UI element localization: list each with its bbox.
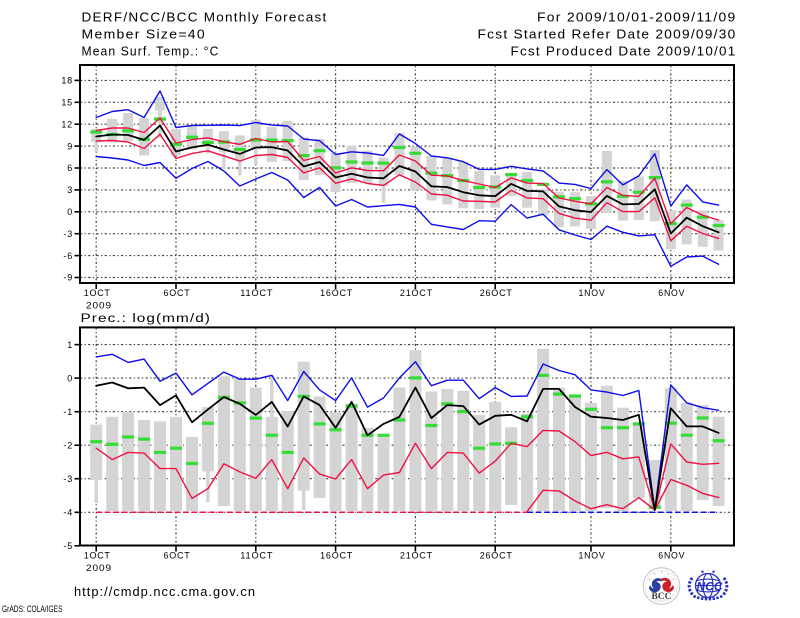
svg-text:DERF/NCC/BCC Monthly Forecast: DERF/NCC/BCC Monthly Forecast	[82, 10, 328, 25]
svg-text:6OCT: 6OCT	[164, 288, 191, 298]
svg-text:For 2009/10/01-2009/11/09: For 2009/10/01-2009/11/09	[537, 10, 737, 25]
svg-text:26OCT: 26OCT	[480, 551, 513, 561]
svg-text:6: 6	[67, 163, 73, 173]
svg-text:21OCT: 21OCT	[400, 551, 433, 561]
svg-text:BCC: BCC	[651, 592, 671, 602]
svg-text:-3: -3	[63, 474, 73, 484]
svg-text:18: 18	[61, 76, 73, 86]
svg-text:21OCT: 21OCT	[400, 288, 433, 298]
svg-text:Fcst Started Refer Date 2009/0: Fcst Started Refer Date 2009/09/30	[478, 27, 737, 42]
svg-text:1: 1	[67, 340, 73, 350]
svg-text:16OCT: 16OCT	[320, 288, 353, 298]
svg-text:0: 0	[67, 207, 73, 217]
svg-text:1NOV: 1NOV	[579, 551, 606, 561]
svg-text:9: 9	[67, 141, 73, 151]
svg-text:Mean Surf. Temp.: °C: Mean Surf. Temp.: °C	[82, 44, 220, 59]
svg-text:6OCT: 6OCT	[164, 551, 191, 561]
svg-text:-9: -9	[63, 273, 73, 283]
svg-text:-1: -1	[63, 407, 73, 417]
svg-text:11OCT: 11OCT	[240, 288, 273, 298]
svg-text:-3: -3	[63, 229, 73, 239]
svg-text:16OCT: 16OCT	[320, 551, 353, 561]
svg-text:1NOV: 1NOV	[579, 288, 606, 298]
svg-text:Prec.: log(mm/d): Prec.: log(mm/d)	[81, 313, 212, 325]
svg-text:-6: -6	[63, 251, 73, 261]
svg-text:1OCT: 1OCT	[84, 551, 111, 561]
svg-text:1OCT: 1OCT	[84, 288, 111, 298]
svg-text:12: 12	[61, 119, 73, 129]
svg-text:http://cmdp.ncc.cma.gov.cn: http://cmdp.ncc.cma.gov.cn	[74, 585, 256, 599]
svg-text:11OCT: 11OCT	[240, 551, 273, 561]
svg-text:26OCT: 26OCT	[480, 288, 513, 298]
svg-text:6NOV: 6NOV	[658, 288, 685, 298]
svg-text:2009: 2009	[86, 301, 112, 311]
svg-text:2009: 2009	[86, 563, 112, 573]
svg-text:-2: -2	[63, 440, 73, 450]
svg-text:Member Size=40: Member Size=40	[82, 27, 207, 42]
svg-text:Fcst Produced Date 2009/10/01: Fcst Produced Date 2009/10/01	[511, 44, 737, 59]
svg-text:-5: -5	[63, 541, 73, 551]
svg-text:6NOV: 6NOV	[658, 551, 685, 561]
svg-text:-4: -4	[63, 508, 73, 518]
svg-text:0: 0	[67, 373, 73, 383]
svg-text:GrADS: COLA/IGES: GrADS: COLA/IGES	[2, 604, 63, 615]
svg-text:3: 3	[67, 185, 73, 195]
svg-text:15: 15	[61, 98, 73, 108]
svg-text:NCC: NCC	[697, 579, 723, 593]
